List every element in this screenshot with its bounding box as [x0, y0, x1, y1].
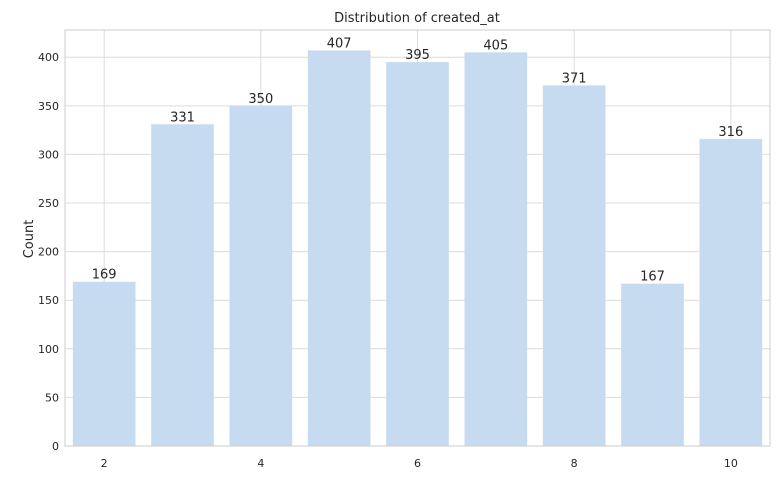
- y-axis-label: Count: [22, 220, 37, 259]
- chart-title: Distribution of created_at: [334, 11, 500, 26]
- y-tick-label: 0: [52, 440, 59, 453]
- bar: [386, 62, 449, 446]
- bar-value-label: 395: [405, 48, 430, 63]
- bar: [229, 105, 293, 447]
- bar: [621, 283, 684, 446]
- tick-labels: 0 50 100 150 200 250 300 350 400 2 4 6 8 10: [38, 51, 738, 470]
- y-tick-label: 50: [45, 391, 59, 404]
- x-tick-label: 2: [101, 457, 108, 470]
- y-tick-label: 400: [38, 51, 59, 64]
- bar: [699, 138, 763, 447]
- x-tick-label: 6: [414, 457, 421, 470]
- bar: [72, 281, 136, 446]
- bar: [464, 52, 528, 447]
- x-tick-label: 10: [724, 457, 738, 470]
- bar-value-label: 350: [248, 92, 273, 107]
- bar: [542, 85, 606, 447]
- bar-value-label: 167: [640, 270, 665, 285]
- bar-value-label: 405: [483, 38, 508, 53]
- bar-value-label: 331: [170, 110, 195, 125]
- x-tick-label: 8: [571, 457, 578, 470]
- y-tick-label: 350: [38, 100, 59, 113]
- x-tick-label: 4: [257, 457, 264, 470]
- y-tick-label: 250: [38, 197, 59, 210]
- bars: [72, 50, 763, 447]
- bar-value-label: 169: [92, 268, 117, 283]
- y-tick-label: 200: [38, 246, 59, 259]
- bar: [307, 50, 371, 446]
- bar: [151, 124, 214, 447]
- bar-value-label: 371: [562, 71, 587, 86]
- y-tick-label: 150: [38, 294, 59, 307]
- bar-value-label: 407: [327, 36, 352, 51]
- y-tick-label: 300: [38, 148, 59, 161]
- data-labels: 169 331 350 407 395 405 371 167 316: [92, 36, 743, 284]
- bar-value-label: 316: [718, 125, 743, 140]
- plot-frame: [64, 29, 771, 447]
- y-tick-label: 100: [38, 343, 59, 356]
